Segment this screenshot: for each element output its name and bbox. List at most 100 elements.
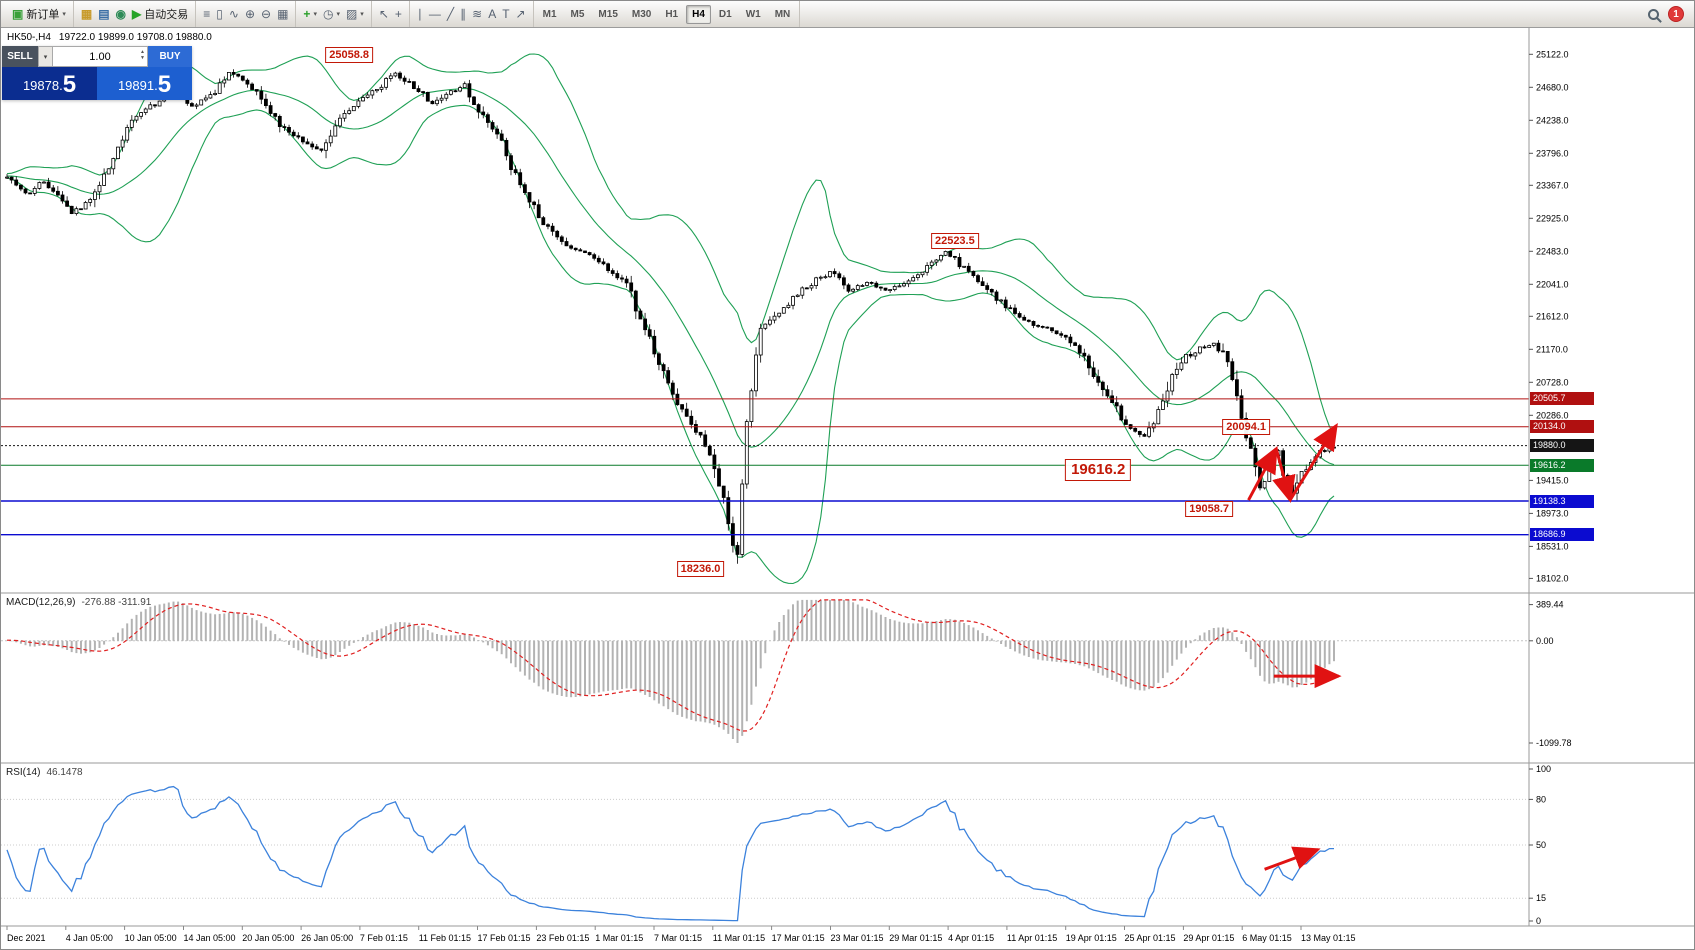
one-click-trading-panel: SELL ▾ 1.00 ▲ ▼ BUY 19878. 5 19891. 5	[2, 46, 192, 100]
svg-text:4 Jan 05:00: 4 Jan 05:00	[66, 933, 113, 943]
bar-chart-icon[interactable]: ≡	[200, 6, 213, 22]
svg-text:11 Mar 01:15: 11 Mar 01:15	[713, 933, 765, 943]
svg-text:80: 80	[1536, 794, 1546, 804]
label-icon: T	[502, 7, 510, 21]
new-order-button-caret: ▾	[62, 11, 66, 18]
price-annotation[interactable]: 22523.5	[930, 233, 979, 250]
svg-text:100: 100	[1536, 764, 1551, 774]
svg-text:Dec 2021: Dec 2021	[7, 933, 46, 943]
ohlc-values: 19722.0 19899.0 19708.0 19880.0	[58, 32, 212, 43]
volume-spinner[interactable]: ▲ ▼	[140, 49, 145, 61]
search-icon[interactable]	[1648, 8, 1659, 20]
svg-text:29 Mar 01:15: 29 Mar 01:15	[889, 933, 942, 943]
navigator-icon[interactable]: ◉	[113, 6, 129, 22]
navigator-icon: ◉	[115, 7, 127, 21]
line-chart-icon[interactable]: ∿	[226, 6, 242, 22]
market-watch-icon[interactable]: ▤	[95, 6, 112, 22]
svg-text:22925.0: 22925.0	[1536, 213, 1569, 223]
candlestick-chart-icon[interactable]: ▯	[213, 6, 226, 22]
chart-symbol-info: HK50-,H4 19722.0 19899.0 19708.0 19880.0	[7, 32, 212, 43]
svg-text:19415.0: 19415.0	[1536, 475, 1569, 485]
timeframe-d1[interactable]: D1	[718, 8, 732, 20]
svg-text:23 Mar 01:15: 23 Mar 01:15	[831, 933, 884, 943]
axis-price-label: 19880.0	[1530, 439, 1594, 453]
price-annotation[interactable]: 19616.2	[1065, 458, 1132, 481]
svg-text:23796.0: 23796.0	[1536, 148, 1569, 158]
axis-price-label: 18686.9	[1530, 528, 1594, 542]
toolbar-group-chart-type: ≡ ▯ ∿ ⊕ ⊖ ▦	[196, 1, 297, 27]
timeframe-h4[interactable]: H4	[686, 4, 711, 24]
bollinger-bands	[6, 53, 1335, 585]
timeframe-m5[interactable]: M5	[570, 8, 585, 20]
trendline-icon[interactable]: ╱	[444, 6, 457, 22]
svg-text:4 Apr 01:15: 4 Apr 01:15	[948, 933, 994, 943]
notification-badge[interactable]: 1	[1668, 6, 1684, 22]
channel-icon: ∥	[460, 7, 467, 21]
autotrade-button-label: 自动交易	[144, 9, 189, 21]
svg-text:24680.0: 24680.0	[1536, 82, 1569, 92]
indicators-icon[interactable]: + ▾	[300, 6, 320, 22]
buy-price-big-digit: 5	[157, 71, 172, 98]
svg-text:25122.0: 25122.0	[1536, 49, 1569, 59]
buy-price[interactable]: 19891. 5	[97, 67, 192, 100]
arrow-tool-icon: ↗	[515, 7, 526, 21]
timeframe-m1[interactable]: M1	[542, 8, 557, 20]
price-axis[interactable]: 25122.0 24680.0 24238.0 23796.0 23367.0 22925…	[1529, 49, 1572, 926]
text-icon[interactable]: A	[485, 6, 499, 22]
timeframe-mn[interactable]: MN	[774, 8, 791, 20]
buy-button[interactable]: BUY	[148, 46, 192, 67]
horizontal-level-lines[interactable]	[1, 398, 1529, 536]
indicators-icon: +	[303, 7, 311, 21]
zoom-out-icon[interactable]: ⊖	[258, 6, 274, 22]
svg-text:0.00: 0.00	[1536, 636, 1554, 646]
price-annotation[interactable]: 25058.8	[325, 47, 374, 64]
label-icon[interactable]: T	[499, 6, 512, 22]
channel-icon[interactable]: ∥	[457, 6, 469, 22]
volume-dropdown[interactable]: ▾	[38, 46, 53, 67]
toolbar-group-cursor: ↖ +	[372, 1, 410, 27]
volume-input[interactable]: 1.00 ▲ ▼	[53, 46, 148, 67]
svg-text:18531.0: 18531.0	[1536, 541, 1569, 551]
periods-icon-caret: ▾	[336, 11, 340, 18]
tile-windows-icon[interactable]: ▦	[274, 6, 291, 22]
price-annotation[interactable]: 19058.7	[1185, 501, 1234, 518]
timeframe-w1[interactable]: W1	[745, 8, 761, 20]
arrow-tool-icon[interactable]: ↗	[513, 6, 529, 22]
text-icon: A	[488, 7, 497, 21]
trendline-icon: ╱	[446, 7, 455, 21]
trend-arrows[interactable]	[1247, 422, 1342, 871]
svg-text:15: 15	[1536, 893, 1546, 903]
svg-text:20286.0: 20286.0	[1536, 410, 1569, 420]
svg-text:11 Apr 01:15: 11 Apr 01:15	[1007, 933, 1057, 943]
time-axis[interactable]: Dec 2021 4 Jan 05:00 10 Jan 05:00 14 Jan 05…	[6, 926, 1356, 943]
fibonacci-icon[interactable]: ≋	[469, 6, 485, 22]
axis-price-label: 20505.7	[1530, 392, 1594, 406]
sell-button[interactable]: SELL	[2, 46, 38, 67]
svg-text:23367.0: 23367.0	[1536, 180, 1569, 190]
autotrade-button[interactable]: ▶ 自动交易	[129, 4, 191, 24]
vertical-line-icon[interactable]: ∣	[414, 6, 426, 22]
timeframe-m15[interactable]: M15	[598, 8, 618, 20]
new-order-button[interactable]: ▣ 新订单 ▾	[9, 4, 69, 24]
charts-window-icon[interactable]: ▦	[78, 6, 95, 22]
crosshair-icon[interactable]: +	[392, 6, 405, 22]
panel-frames	[1, 28, 1694, 927]
sell-price[interactable]: 19878. 5	[2, 67, 97, 100]
svg-text:20728.0: 20728.0	[1536, 377, 1569, 387]
price-annotation[interactable]: 18236.0	[676, 560, 725, 577]
axis-price-label: 19616.2	[1530, 458, 1594, 472]
bar-chart-icon: ≡	[203, 7, 211, 21]
zoom-in-icon[interactable]: ⊕	[242, 6, 258, 22]
horizontal-line-icon[interactable]: —	[426, 6, 444, 22]
cursor-icon[interactable]: ↖	[376, 6, 392, 22]
templates-icon[interactable]: ▨ ▾	[343, 6, 367, 22]
timeframe-h1[interactable]: H1	[665, 8, 679, 20]
price-candles	[5, 69, 1336, 564]
svg-text:19 Apr 01:15: 19 Apr 01:15	[1066, 933, 1117, 943]
timeframe-m30[interactable]: M30	[631, 8, 652, 20]
axis-price-label: 19138.3	[1530, 494, 1594, 508]
price-annotation[interactable]: 20094.1	[1222, 418, 1271, 435]
svg-text:21170.0: 21170.0	[1536, 344, 1568, 354]
periods-icon[interactable]: ◷ ▾	[320, 6, 343, 22]
